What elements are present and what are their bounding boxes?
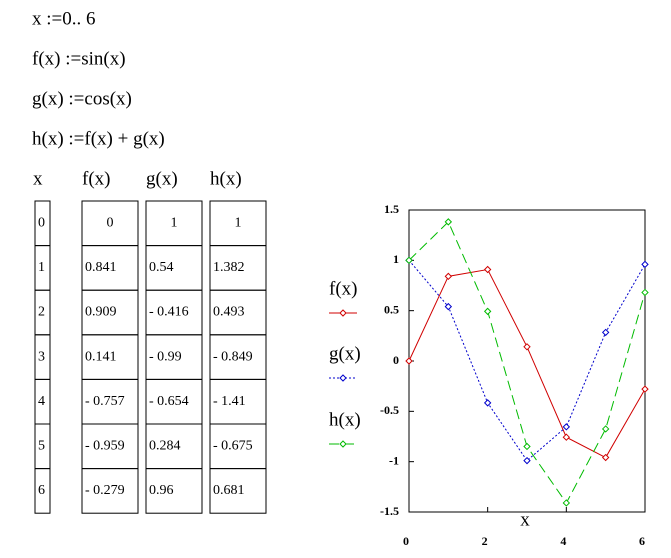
point-marker xyxy=(601,328,610,337)
series-line xyxy=(408,260,646,462)
cell-value: 0 xyxy=(38,216,45,231)
table-cell xyxy=(34,468,51,514)
column-header: x xyxy=(33,168,43,189)
cell-value: - 0.416 xyxy=(149,305,189,320)
table-cell xyxy=(209,468,267,514)
x-tick-label: 0 xyxy=(403,534,409,548)
cell-value: 1 xyxy=(235,216,242,231)
point-marker xyxy=(641,260,649,269)
cell-value: - 0.757 xyxy=(85,394,125,409)
cell-value: 0.493 xyxy=(213,305,245,320)
x-tick-label: 2 xyxy=(482,534,488,548)
cell-value: - 1.41 xyxy=(213,394,246,409)
point-marker xyxy=(562,499,571,507)
point-marker xyxy=(405,256,413,265)
legend-marker xyxy=(339,374,347,382)
legend-label: f(x) xyxy=(329,278,357,299)
cell-value: - 0.279 xyxy=(85,483,125,498)
x-axis-label: x xyxy=(520,509,530,530)
point-marker xyxy=(562,423,571,431)
x-tick-label: 4 xyxy=(560,534,566,548)
cell-value: 0.284 xyxy=(149,439,181,454)
cell-value: 0.681 xyxy=(213,483,245,498)
y-tick-label: 1 xyxy=(393,252,399,266)
point-marker xyxy=(444,302,453,311)
definition: h(x) :=f(x) + g(x) xyxy=(32,128,165,149)
point-marker xyxy=(601,453,610,462)
point-marker xyxy=(444,218,453,226)
cell-value: 6 xyxy=(38,483,45,498)
point-marker xyxy=(641,385,649,393)
cell-value: 1.382 xyxy=(213,260,245,275)
y-tick-label: 0.5 xyxy=(384,302,399,316)
column-header: f(x) xyxy=(82,168,110,189)
legend-label: h(x) xyxy=(329,409,361,430)
cell-value: 1 xyxy=(171,216,178,231)
cell-value: 3 xyxy=(38,349,45,364)
cell-value: 0.54 xyxy=(149,260,174,275)
cell-value: 2 xyxy=(38,305,45,320)
table-cell xyxy=(145,468,203,514)
cell-value: - 0.849 xyxy=(213,349,253,364)
legend-label: g(x) xyxy=(329,343,361,364)
y-tick-label: -1 xyxy=(389,453,399,467)
definition: x :=0.. 6 xyxy=(32,8,96,29)
point-marker xyxy=(523,442,531,451)
point-marker xyxy=(523,343,531,351)
point-marker xyxy=(405,357,413,365)
point-marker xyxy=(483,399,492,407)
cell-value: 0.909 xyxy=(85,305,117,320)
cell-value: - 0.99 xyxy=(149,349,182,364)
point-marker xyxy=(601,425,610,433)
x-tick-label: 6 xyxy=(639,534,645,548)
y-tick-label: -1.5 xyxy=(380,504,399,518)
y-tick-label: -0.5 xyxy=(380,403,399,417)
legend-marker xyxy=(339,309,347,317)
cell-value: 1 xyxy=(38,260,45,275)
cell-value: - 0.959 xyxy=(85,439,125,454)
cell-value: 4 xyxy=(38,394,45,409)
point-marker xyxy=(444,272,453,281)
table-cell xyxy=(81,468,139,514)
plot-frame xyxy=(408,209,646,513)
point-marker xyxy=(483,307,492,316)
cell-value: - 0.675 xyxy=(213,439,253,454)
cell-value: - 0.654 xyxy=(149,394,189,409)
series-line xyxy=(408,268,646,459)
point-marker xyxy=(641,288,649,297)
cell-value: 0.96 xyxy=(149,483,174,498)
point-marker xyxy=(523,456,531,465)
point-marker xyxy=(483,265,492,274)
y-tick-label: 0 xyxy=(393,353,399,367)
definition: g(x) :=cos(x) xyxy=(32,88,132,109)
legend-marker xyxy=(339,440,347,448)
column-header: h(x) xyxy=(210,168,242,189)
cell-value: 0.141 xyxy=(85,349,117,364)
cell-value: 0.841 xyxy=(85,260,117,275)
definition: f(x) :=sin(x) xyxy=(32,48,126,69)
point-marker xyxy=(562,433,571,441)
column-header: g(x) xyxy=(146,168,178,189)
cell-value: 0 xyxy=(107,216,114,231)
y-tick-label: 1.5 xyxy=(384,202,399,216)
cell-value: 5 xyxy=(38,439,45,454)
